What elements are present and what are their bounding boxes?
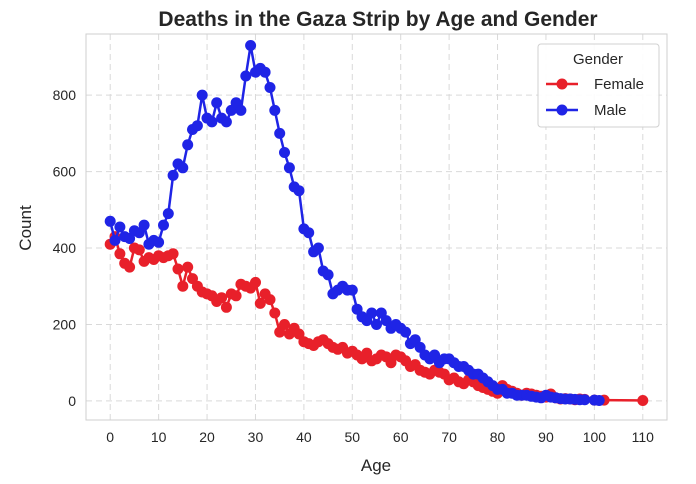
- data-point-female: [637, 395, 649, 406]
- data-point-male: [220, 116, 232, 128]
- data-point-male: [211, 97, 223, 109]
- data-point-female: [114, 248, 126, 260]
- legend-label: Male: [594, 102, 627, 119]
- data-point-male: [346, 284, 358, 296]
- data-point-male: [235, 104, 247, 116]
- data-point-male: [264, 82, 276, 93]
- series-male: [104, 40, 605, 406]
- data-point-male: [245, 40, 257, 51]
- x-tick-label: 10: [151, 429, 167, 445]
- data-point-female: [124, 261, 136, 273]
- data-point-male: [283, 162, 295, 174]
- legend-swatch-marker: [556, 104, 568, 116]
- x-tick-label: 0: [106, 429, 114, 445]
- data-point-female: [167, 248, 179, 260]
- x-tick-label: 60: [393, 429, 409, 445]
- series-line-female: [109, 235, 643, 402]
- x-axis-label: Age: [361, 456, 391, 475]
- plot-frame: [85, 33, 668, 421]
- data-point-female: [182, 261, 194, 273]
- data-point-male: [259, 66, 271, 78]
- data-point-male: [269, 104, 281, 116]
- x-tick-label: 110: [632, 429, 655, 445]
- data-point-male: [293, 185, 305, 197]
- data-point-male: [279, 147, 290, 158]
- data-point-male: [371, 319, 382, 330]
- data-point-male: [158, 219, 169, 231]
- y-tick-label: 800: [53, 87, 77, 103]
- data-point-male: [322, 269, 334, 281]
- y-axis-label: Count: [16, 205, 35, 251]
- data-point-female: [172, 263, 184, 275]
- data-point-female: [177, 280, 189, 292]
- x-tick-label: 90: [538, 429, 554, 445]
- data-point-male: [138, 219, 150, 231]
- data-point-male: [206, 116, 218, 128]
- y-tick-label: 600: [53, 164, 77, 180]
- y-ticks: 0 200 400 600 800: [53, 87, 77, 409]
- data-point-male: [167, 169, 179, 181]
- x-tick-label: 40: [296, 429, 312, 445]
- data-point-male: [579, 394, 591, 406]
- data-point-male: [104, 215, 116, 227]
- legend: Gender Female Male: [537, 43, 660, 128]
- data-point-male: [312, 242, 324, 254]
- data-point-female: [254, 297, 266, 309]
- data-point-female: [133, 244, 145, 256]
- data-point-female: [269, 307, 281, 319]
- data-point-male: [400, 326, 412, 338]
- data-point-male: [162, 208, 174, 220]
- x-tick-label: 70: [441, 429, 457, 445]
- legend-item-female: Female: [546, 76, 644, 93]
- legend-box: [537, 43, 660, 128]
- data-point-female: [250, 276, 261, 288]
- data-point-male: [366, 307, 378, 319]
- data-point-male: [191, 120, 203, 132]
- data-point-female: [216, 292, 228, 304]
- data-point-female: [264, 294, 276, 306]
- legend-items: Female Male: [546, 76, 644, 119]
- data-point-female: [220, 301, 232, 313]
- data-point-female: [279, 319, 290, 330]
- x-tick-label: 30: [248, 429, 264, 445]
- x-tick-label: 20: [199, 429, 215, 445]
- y-tick-label: 200: [53, 316, 77, 332]
- chart-title: Deaths in the Gaza Strip by Age and Gend…: [158, 8, 597, 31]
- legend-label: Female: [594, 76, 644, 93]
- data-point-male: [593, 395, 605, 406]
- x-tick-label: 80: [490, 429, 506, 445]
- data-point-male: [177, 162, 189, 174]
- data-point-male: [153, 236, 165, 248]
- data-point-male: [114, 221, 126, 233]
- data-point-male: [240, 70, 252, 82]
- data-point-female: [230, 290, 242, 302]
- x-tick-label: 50: [345, 429, 361, 445]
- legend-swatch-marker: [556, 78, 568, 90]
- series-female: [104, 231, 649, 406]
- legend-item-male: Male: [546, 102, 627, 119]
- series-layer: [104, 40, 649, 406]
- data-point-male: [182, 139, 194, 151]
- y-tick-label: 0: [68, 393, 76, 409]
- x-ticks: 0 10 20 30 40 50 60 70 80 90 100 110: [106, 429, 654, 445]
- data-point-male: [196, 89, 208, 101]
- legend-title: Gender: [573, 51, 623, 68]
- data-point-male: [274, 127, 286, 139]
- x-tick-label: 100: [583, 429, 607, 445]
- data-point-male: [109, 234, 121, 246]
- data-point-male: [303, 227, 315, 239]
- y-tick-label: 400: [53, 240, 77, 256]
